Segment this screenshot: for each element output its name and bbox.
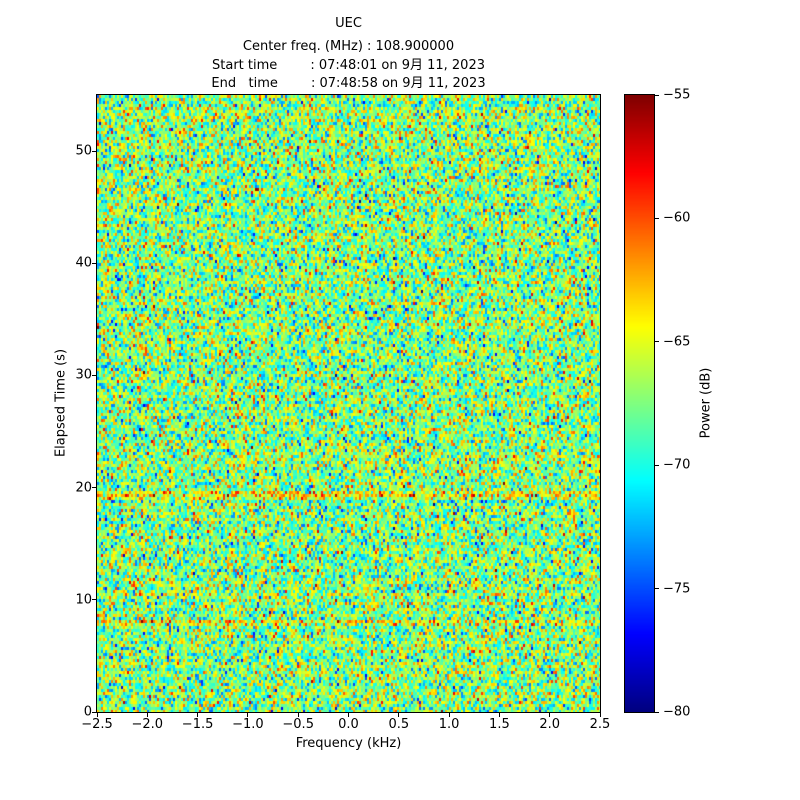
y-tick-label: 40 [75, 255, 92, 271]
heatmap-plot-area [96, 94, 601, 713]
x-tick-label: −2.5 [81, 717, 113, 732]
x-tick-mark [398, 713, 400, 717]
chart-title: UEC [335, 16, 362, 31]
center-freq-line: Center freq. (MHz) : 108.900000 [242, 39, 455, 54]
x-tick-mark [247, 713, 249, 717]
y-tick-label: 0 [83, 704, 92, 720]
colorbar-tick-label: −60 [663, 210, 691, 226]
colorbar-label: Power (dB) [698, 367, 714, 439]
y-axis-label: Elapsed Time (s) [53, 348, 69, 458]
x-tick-mark [348, 713, 349, 717]
x-tick-label: −2.0 [131, 717, 164, 732]
x-tick-label: 0.0 [338, 717, 359, 732]
colorbar-tick-label: −65 [663, 334, 691, 350]
x-tick-label: −1.0 [232, 717, 264, 732]
x-tick-label: 0.5 [388, 717, 410, 732]
y-tick-label: 50 [75, 143, 92, 159]
colorbar [624, 94, 655, 713]
colorbar-tick-mark [655, 464, 659, 466]
colorbar-tick-label: −55 [663, 87, 691, 103]
y-tick-label: 20 [75, 480, 92, 496]
x-tick-label: −0.5 [282, 717, 314, 732]
x-tick-label: 1.5 [489, 717, 510, 732]
x-tick-mark [197, 713, 199, 717]
colorbar-tick-mark [655, 217, 659, 219]
chart-header: Center freq. (MHz) : 108.900000 Start ti… [37, 38, 660, 94]
x-tick-mark [498, 713, 500, 717]
x-tick-mark [549, 713, 551, 717]
x-tick-mark [297, 713, 299, 717]
start-time-line: Start time : 07:48:01 on 9月 11, 2023 [212, 57, 485, 73]
x-tick-label: −1.5 [181, 717, 214, 732]
x-tick-mark [448, 713, 450, 717]
colorbar-tick-label: −80 [663, 704, 691, 720]
x-tick-mark [599, 713, 601, 717]
y-tick-label: 30 [75, 367, 92, 383]
colorbar-canvas [625, 95, 654, 712]
x-tick-mark [146, 713, 148, 717]
x-tick-mark [96, 713, 98, 717]
colorbar-tick-label: −75 [663, 581, 691, 597]
colorbar-tick-mark [655, 94, 659, 96]
colorbar-tick-mark [655, 711, 659, 713]
x-tick-label: 2.0 [539, 717, 561, 732]
x-tick-label: 1.0 [438, 717, 460, 732]
heatmap-canvas [97, 95, 600, 712]
x-axis-label: Frequency (kHz) [295, 736, 402, 751]
y-tick-label: 10 [75, 592, 92, 608]
end-time-line: End time : 07:48:58 on 9月 11, 2023 [211, 76, 486, 91]
colorbar-tick-mark [655, 588, 659, 590]
x-tick-label: 2.5 [589, 717, 611, 732]
colorbar-tick-mark [655, 341, 659, 343]
colorbar-tick-label: −70 [663, 457, 691, 473]
